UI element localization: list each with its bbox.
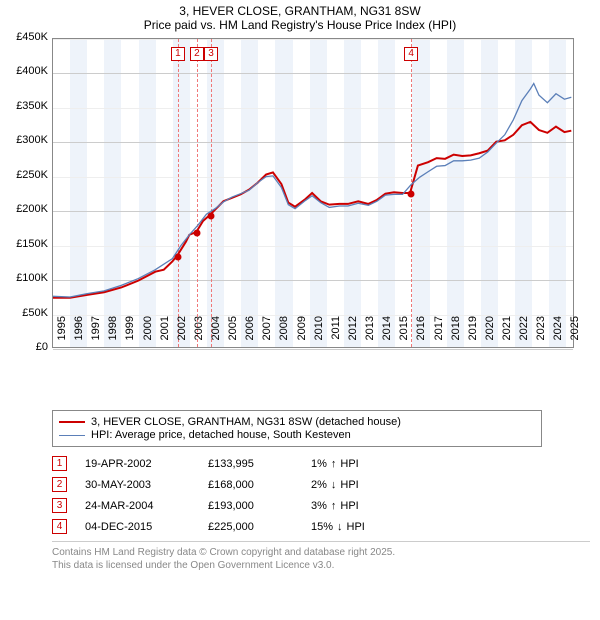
footer-line1: Contains HM Land Registry data © Crown c…: [52, 546, 590, 559]
y-axis-label: £0: [0, 341, 48, 353]
x-axis-label: 2001: [159, 316, 171, 356]
legend-swatch: [59, 421, 85, 423]
x-axis-label: 2000: [142, 316, 154, 356]
marker-tag: HPI: [347, 521, 365, 533]
title-block: 3, HEVER CLOSE, GRANTHAM, NG31 8SW Price…: [0, 0, 600, 38]
y-axis-label: £300K: [0, 134, 48, 146]
x-axis-label: 2025: [569, 316, 581, 356]
x-axis-label: 1996: [73, 316, 85, 356]
arrow-down-icon: ↓: [331, 479, 337, 491]
arrow-down-icon: ↓: [337, 521, 343, 533]
legend-row: HPI: Average price, detached house, Sout…: [59, 429, 535, 441]
x-axis-label: 1995: [56, 316, 68, 356]
y-axis-label: £350K: [0, 100, 48, 112]
legend-row: 3, HEVER CLOSE, GRANTHAM, NG31 8SW (deta…: [59, 416, 535, 428]
title-line2: Price paid vs. HM Land Registry's House …: [10, 18, 590, 32]
chart-lines: [53, 39, 573, 347]
x-axis-label: 2009: [296, 316, 308, 356]
marker-price: £225,000: [208, 521, 293, 533]
marker-tag: HPI: [340, 458, 358, 470]
chart-container: 3, HEVER CLOSE, GRANTHAM, NG31 8SW Price…: [0, 0, 600, 620]
marker-pct: 15%: [311, 521, 333, 533]
x-axis-label: 2022: [518, 316, 530, 356]
marker-date: 24-MAR-2004: [85, 500, 190, 512]
marker-price: £133,995: [208, 458, 293, 470]
marker-delta: 2% ↓HPI: [311, 479, 406, 491]
footer-line2: This data is licensed under the Open Gov…: [52, 559, 590, 572]
series-line: [53, 122, 571, 298]
x-axis-label: 2023: [535, 316, 547, 356]
markers-table: 119-APR-2002£133,9951%↑HPI230-MAY-2003£1…: [52, 453, 590, 537]
title-line1: 3, HEVER CLOSE, GRANTHAM, NG31 8SW: [10, 4, 590, 18]
x-axis-label: 2003: [193, 316, 205, 356]
marker-price: £193,000: [208, 500, 293, 512]
y-axis-label: £150K: [0, 238, 48, 250]
legend-swatch: [59, 435, 85, 436]
legend-label: HPI: Average price, detached house, Sout…: [91, 429, 351, 441]
x-axis-label: 1998: [107, 316, 119, 356]
marker-number: 2: [52, 477, 67, 492]
marker-row: 2 30-MAY-2003 £168,000 2% ↓HPI: [52, 474, 590, 495]
y-axis-label: £200K: [0, 203, 48, 215]
marker-tag: HPI: [340, 500, 358, 512]
x-axis-label: 2008: [278, 316, 290, 356]
marker-number: 1: [52, 456, 67, 471]
footer: Contains HM Land Registry data © Crown c…: [52, 541, 590, 572]
x-axis-label: 2006: [244, 316, 256, 356]
y-axis-label: £250K: [0, 169, 48, 181]
x-axis-label: 1999: [124, 316, 136, 356]
x-axis-label: 2018: [450, 316, 462, 356]
marker-pct: 2%: [311, 479, 327, 491]
x-axis-label: 2013: [364, 316, 376, 356]
x-axis-label: 2004: [210, 316, 222, 356]
x-axis-label: 2012: [347, 316, 359, 356]
marker-number: 3: [52, 498, 67, 513]
x-axis-label: 2005: [227, 316, 239, 356]
marker-price: £168,000: [208, 479, 293, 491]
marker-delta: 1% ↑HPI: [311, 458, 406, 470]
y-axis-label: £450K: [0, 31, 48, 43]
marker-row: 1 19-APR-2002 £133,995 1% ↑HPI: [52, 453, 590, 474]
marker-tag: HPI: [340, 479, 358, 491]
x-axis-label: 2020: [484, 316, 496, 356]
x-axis-label: 2002: [176, 316, 188, 356]
legend: 3, HEVER CLOSE, GRANTHAM, NG31 8SW (deta…: [52, 410, 542, 447]
marker-row: 4 04-DEC-2015 £225,000 15% ↓ HPI: [52, 516, 590, 537]
series-line: [53, 84, 571, 298]
x-axis-label: 2017: [433, 316, 445, 356]
arrow-up-icon: ↑: [331, 458, 337, 470]
x-axis-label: 2024: [552, 316, 564, 356]
legend-label: 3, HEVER CLOSE, GRANTHAM, NG31 8SW (deta…: [91, 416, 401, 428]
x-axis-label: 2016: [415, 316, 427, 356]
marker-date: 04-DEC-2015: [85, 521, 190, 533]
y-axis-label: £400K: [0, 65, 48, 77]
x-axis-label: 2019: [467, 316, 479, 356]
x-axis-label: 2007: [261, 316, 273, 356]
marker-pct: 3%: [311, 500, 327, 512]
chart-area: 1234 £0 £50K £100K £150K £200K £250K £300K £350…: [0, 38, 600, 408]
x-axis-label: 2021: [501, 316, 513, 356]
marker-number: 4: [52, 519, 67, 534]
x-axis-label: 2015: [398, 316, 410, 356]
plot-area: 1234: [52, 38, 574, 348]
marker-pct: 1%: [311, 458, 327, 470]
x-axis-label: 2011: [330, 316, 342, 356]
x-axis-label: 2014: [381, 316, 393, 356]
marker-date: 19-APR-2002: [85, 458, 190, 470]
marker-delta: 15% ↓ HPI: [311, 521, 406, 533]
marker-row: 3 24-MAR-2004 £193,000 3% ↑HPI: [52, 495, 590, 516]
y-axis-label: £100K: [0, 272, 48, 284]
marker-date: 30-MAY-2003: [85, 479, 190, 491]
arrow-up-icon: ↑: [331, 500, 337, 512]
y-axis-label: £50K: [0, 307, 48, 319]
x-axis-label: 1997: [90, 316, 102, 356]
x-axis-label: 2010: [313, 316, 325, 356]
marker-delta: 3% ↑HPI: [311, 500, 406, 512]
